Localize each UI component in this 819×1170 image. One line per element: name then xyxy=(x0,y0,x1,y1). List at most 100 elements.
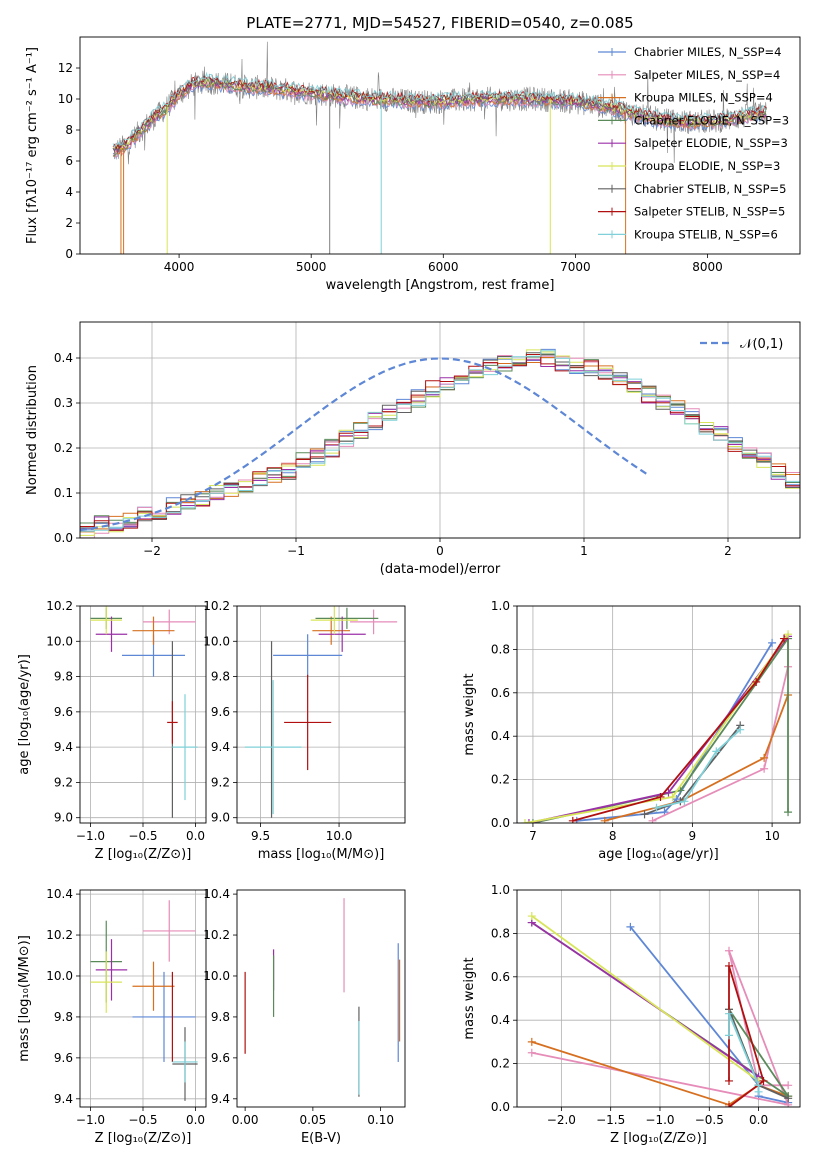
x-tick-label: −0.5 xyxy=(128,1113,157,1127)
mass-weight-marker xyxy=(527,1048,536,1057)
x-tick-label: 7000 xyxy=(560,260,591,274)
x-tick-label: 0 xyxy=(436,544,444,558)
y-tick-label: 10.0 xyxy=(203,969,230,983)
x-tick-label: −1.0 xyxy=(76,829,105,843)
x-tick-label: 0.0 xyxy=(186,829,205,843)
y-tick-label: 0.3 xyxy=(54,396,73,410)
x-axis-label: (data-model)/error xyxy=(380,562,501,577)
x-tick-label: 9 xyxy=(689,829,697,843)
histogram-step xyxy=(80,350,800,532)
mass-weight-marker xyxy=(712,747,721,756)
y-tick-label: 9.4 xyxy=(54,740,73,754)
axes-frame xyxy=(79,36,801,255)
x-tick-label: −0.5 xyxy=(128,829,157,843)
y-tick-label: 0.4 xyxy=(54,351,73,365)
histogram-step xyxy=(80,352,800,531)
x-tick-label: −2.0 xyxy=(547,1113,576,1127)
mass-weight-marker xyxy=(780,634,789,643)
legend-label: Kroupa ELODIE, N_SSP=3 xyxy=(634,159,780,173)
mass-weight-marker xyxy=(754,1087,763,1096)
x-axis-label: Z [log₁₀(Z/Z⊙)] xyxy=(610,1131,707,1146)
mass-weight-marker xyxy=(664,788,673,797)
y-tick-label: 10.4 xyxy=(46,887,73,901)
y-tick-label: 9.2 xyxy=(54,775,73,789)
mass-weight-marker xyxy=(725,1103,734,1107)
clip-group xyxy=(112,41,767,254)
y-tick-label: 10.2 xyxy=(203,928,230,942)
y-tick-label: 9.4 xyxy=(211,740,230,754)
y-tick-label: 10 xyxy=(58,92,73,106)
x-tick-label: 8000 xyxy=(692,260,723,274)
y-tick-label: 10.0 xyxy=(203,634,230,648)
x-tick-label: 1 xyxy=(580,544,588,558)
y-tick-label: 0.1 xyxy=(54,486,73,500)
y-tick-label: 9.6 xyxy=(54,1051,73,1065)
y-tick-label: 10.0 xyxy=(46,634,73,648)
clip-group xyxy=(527,912,793,1107)
mass-weight-marker xyxy=(759,1076,768,1085)
mass-weight-marker xyxy=(652,803,661,812)
x-tick-label: −1.0 xyxy=(76,1113,105,1127)
axes-frame xyxy=(236,605,406,824)
x-tick-label: 4000 xyxy=(164,260,195,274)
legend-label: Kroupa MILES, N_SSP=4 xyxy=(634,91,773,105)
mass-weight-line xyxy=(656,729,741,809)
mass-weight-marker xyxy=(752,677,761,686)
x-tick-label: −1.5 xyxy=(596,1113,625,1127)
mass-weight-marker xyxy=(725,961,734,970)
mass-weight-line xyxy=(572,638,785,822)
legend-label: 𝒩(0,1) xyxy=(740,337,783,352)
y-tick-label: 9.6 xyxy=(211,1051,230,1065)
y-tick-label: 9.8 xyxy=(54,670,73,684)
mass-weight-marker xyxy=(668,792,677,801)
x-axis-label: mass [log₁₀(M/M⊙)] xyxy=(258,847,385,862)
x-tick-label: 0.00 xyxy=(232,1113,259,1127)
y-tick-label: 0.6 xyxy=(491,686,510,700)
y-tick-label: 0.2 xyxy=(491,1057,510,1071)
legend-label: Kroupa STELIB, N_SSP=6 xyxy=(634,227,778,241)
mass-weight-marker xyxy=(600,816,609,823)
mass-weight-marker xyxy=(784,808,793,817)
mass-weight-marker xyxy=(656,792,665,801)
y-tick-label: 10.2 xyxy=(46,928,73,942)
legend-label: Salpeter ELODIE, N_SSP=3 xyxy=(634,136,788,150)
x-axis-label: wavelength [Angstrom, rest frame] xyxy=(326,278,555,293)
mass-weight-marker xyxy=(626,922,635,931)
y-tick-label: 9.8 xyxy=(211,670,230,684)
x-axis-label: E(B-V) xyxy=(301,1131,341,1146)
clip-group xyxy=(80,348,800,538)
histogram-step xyxy=(80,354,800,531)
mass-weight-marker xyxy=(725,1031,734,1040)
x-axis-label: Z [log₁₀(Z/Z⊙)] xyxy=(95,847,192,862)
mass-weight-marker xyxy=(524,819,533,823)
y-tick-label: 0.0 xyxy=(491,1100,510,1114)
clip-group xyxy=(244,606,398,818)
y-tick-label: 4 xyxy=(65,185,73,199)
x-tick-label: 5000 xyxy=(296,260,327,274)
y-tick-label: 0.2 xyxy=(54,441,73,455)
x-tick-label: 0.05 xyxy=(300,1113,327,1127)
mass-weight-line xyxy=(604,694,789,822)
axes-frame xyxy=(79,321,801,539)
x-tick-label: 10 xyxy=(764,829,779,843)
y-axis-label: age [log₁₀(age/yr)] xyxy=(17,654,32,775)
y-tick-label: 9.4 xyxy=(211,1092,230,1106)
x-axis-label: age [log₁₀(age/yr)] xyxy=(598,847,719,862)
axes-frame xyxy=(79,605,207,824)
axes-frame xyxy=(236,889,406,1108)
y-tick-label: 0.0 xyxy=(491,816,510,830)
y-tick-label: 9.6 xyxy=(211,705,230,719)
mass-weight-marker xyxy=(527,912,536,921)
mass-weight-marker xyxy=(680,797,689,806)
mass-weight-marker xyxy=(528,819,537,823)
x-tick-label: −0.5 xyxy=(695,1113,724,1127)
y-tick-label: 6 xyxy=(65,154,73,168)
y-tick-label: 0.4 xyxy=(491,1013,510,1027)
clip-group xyxy=(244,898,401,1097)
y-axis-label: Flux [fλ10⁻¹⁷ erg cm⁻² s⁻¹ A⁻¹] xyxy=(25,47,40,244)
x-tick-label: 2 xyxy=(724,544,732,558)
mass-weight-marker xyxy=(527,1037,536,1046)
legend-label: Chabrier ELODIE, N_SSP=3 xyxy=(634,113,789,127)
x-tick-label: −1.0 xyxy=(645,1113,674,1127)
